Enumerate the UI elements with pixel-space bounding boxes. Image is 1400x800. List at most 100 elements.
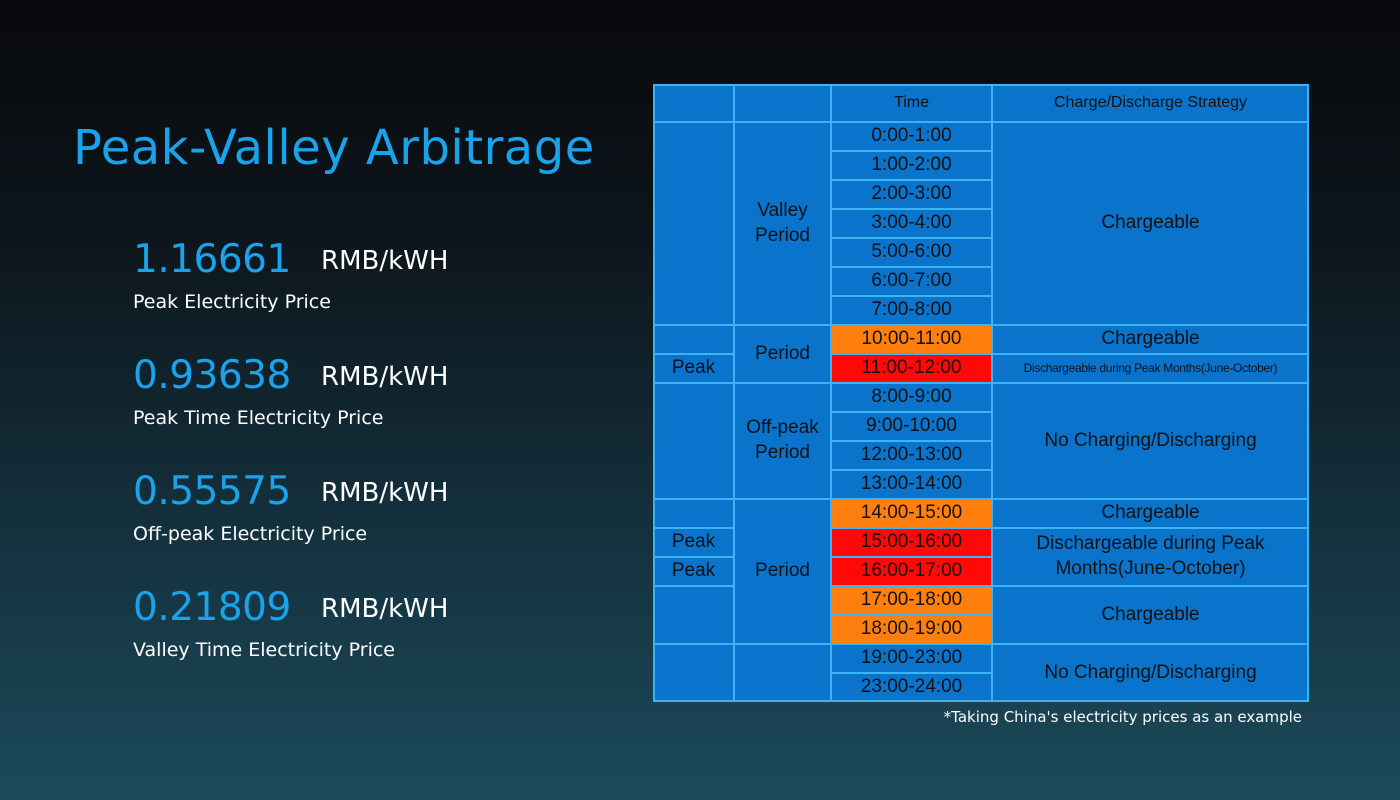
peak-label: Peak <box>671 531 716 553</box>
strategy-label: No Charging/Discharging <box>1044 429 1257 451</box>
time-cell <box>831 644 992 673</box>
header-cell-time <box>831 84 992 122</box>
price-block-peak-time: 0.93638 RMB/kWH Peak Time Electricity Pr… <box>133 356 553 428</box>
period-cell <box>734 122 831 325</box>
peak-label-cell <box>653 557 734 586</box>
period-cell <box>734 499 831 644</box>
strategy-label: Chargeable <box>1101 328 1200 350</box>
peak-label-cell <box>653 383 734 499</box>
price-unit: RMB/kWH <box>321 246 449 276</box>
strategy-cell <box>992 644 1309 702</box>
time-cell <box>831 267 992 296</box>
footnote: *Taking China's electricity prices as an… <box>943 708 1302 726</box>
strategy-label: Dischargeable during Peak Months(June-Oct… <box>1036 533 1265 579</box>
period-label: Period <box>755 342 810 364</box>
price-value: 0.21809 <box>133 585 291 630</box>
time-cell <box>831 180 992 209</box>
peak-label: Peak <box>671 357 716 379</box>
peak-label-cell <box>653 644 734 702</box>
time-cell <box>831 296 992 325</box>
period-label: Valley Period <box>755 199 810 246</box>
time-slot: 3:00-4:00 <box>871 212 952 234</box>
time-cell <box>831 499 992 528</box>
strategy-cell <box>992 586 1309 644</box>
time-cell <box>831 238 992 267</box>
strategy-cell <box>992 528 1309 586</box>
time-cell <box>831 412 992 441</box>
peak-label-cell <box>653 586 734 644</box>
price-block-peak: 1.16661 RMB/kWH Peak Electricity Price <box>133 240 553 312</box>
strategy-cell <box>992 122 1309 325</box>
time-cell <box>831 441 992 470</box>
tariff-schedule-table: Time Charge/Discharge Strategy 0:00-1:00 1:… <box>653 84 1309 702</box>
price-unit: RMB/kWH <box>321 594 449 624</box>
time-cell <box>831 673 992 702</box>
time-slot: 0:00-1:00 <box>871 125 952 147</box>
peak-label-cell <box>653 528 734 557</box>
strategy-label: No Charging/Discharging <box>1044 661 1257 683</box>
header-time: Time <box>894 93 929 111</box>
peak-label-cell <box>653 354 734 383</box>
time-slot: 13:00-14:00 <box>860 473 963 495</box>
time-slot: 11:00-12:00 <box>861 357 962 379</box>
strategy-cell <box>992 354 1309 383</box>
price-label: Peak Time Electricity Price <box>133 407 384 429</box>
strategy-label: Dischargeable during Peak Months(June-Oc… <box>1023 360 1278 375</box>
price-label: Off-peak Electricity Price <box>133 523 368 545</box>
strategy-label: Chargeable <box>1101 502 1200 524</box>
time-slot: 18:00-19:00 <box>860 618 963 640</box>
peak-label-cell <box>653 499 734 528</box>
time-cell <box>831 122 992 151</box>
time-cell <box>831 209 992 238</box>
time-cell <box>831 586 992 615</box>
peak-label-cell <box>653 122 734 325</box>
price-unit: RMB/kWH <box>321 478 449 508</box>
price-value: 0.55575 <box>133 469 291 514</box>
time-cell <box>831 615 992 644</box>
price-label: Valley Time Electricity Price <box>133 639 396 661</box>
price-block-valley: 0.21809 RMB/kWH Valley Time Electricity … <box>133 588 553 660</box>
price-value: 0.93638 <box>133 353 291 398</box>
time-cell <box>831 325 992 354</box>
time-slot: 23:00-24:00 <box>860 676 963 698</box>
time-slot: 2:00-3:00 <box>871 183 952 205</box>
time-slot: 8:00-9:00 <box>871 386 952 408</box>
period-label: Period <box>755 560 810 582</box>
time-slot: 19:00-23:00 <box>860 647 963 669</box>
strategy-label: Chargeable <box>1101 212 1200 234</box>
period-cell <box>734 325 831 383</box>
time-cell <box>831 557 992 586</box>
time-slot: 1:00-2:00 <box>871 154 952 176</box>
period-label: Off-peak Period <box>746 417 819 463</box>
strategy-label: Chargeable <box>1101 603 1200 625</box>
period-cell <box>734 644 831 702</box>
period-cell <box>734 383 831 499</box>
time-slot: 15:00-16:00 <box>860 531 963 553</box>
header-cell-strategy <box>992 84 1309 122</box>
time-cell <box>831 354 992 383</box>
time-cell <box>831 470 992 499</box>
time-slot: 5:00-6:00 <box>871 241 952 263</box>
time-slot: 16:00-17:00 <box>860 560 963 582</box>
time-slot: 9:00-10:00 <box>866 415 957 437</box>
header-cell <box>653 84 734 122</box>
price-label: Peak Electricity Price <box>133 291 331 313</box>
time-cell <box>831 528 992 557</box>
price-unit: RMB/kWH <box>321 362 449 392</box>
strategy-cell <box>992 499 1309 528</box>
strategy-cell <box>992 383 1309 499</box>
peak-label: Peak <box>671 560 716 582</box>
time-slot: 10:00-11:00 <box>861 328 962 350</box>
header-strategy: Charge/Discharge Strategy <box>1054 93 1247 111</box>
time-slot: 12:00-13:00 <box>860 444 963 466</box>
peak-label-cell <box>653 325 734 354</box>
time-slot: 17:00-18:00 <box>860 589 963 611</box>
time-cell <box>831 151 992 180</box>
price-block-off-peak: 0.55575 RMB/kWH Off-peak Electricity Pri… <box>133 472 553 544</box>
header-cell <box>734 84 831 122</box>
page-title: Peak-Valley Arbitrage <box>73 120 595 176</box>
time-slot: 14:00-15:00 <box>860 502 963 524</box>
time-slot: 6:00-7:00 <box>871 270 952 292</box>
time-slot: 7:00-8:00 <box>871 299 952 321</box>
price-value: 1.16661 <box>133 237 291 282</box>
